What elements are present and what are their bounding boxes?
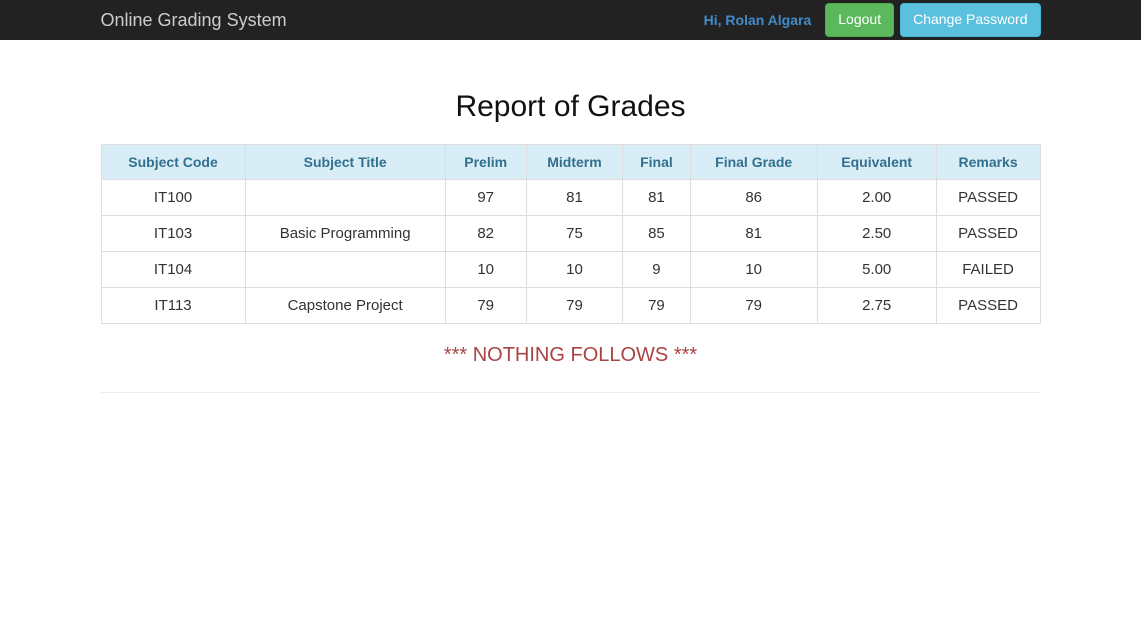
col-equivalent: Equivalent [817,145,936,180]
cell-remarks: PASSED [936,180,1040,216]
cell-subject-title: Capstone Project [245,288,445,324]
page-title: Report of Grades [101,90,1041,124]
nothing-follows-label: *** NOTHING FOLLOWS *** [101,344,1041,367]
col-prelim: Prelim [445,145,526,180]
cell-prelim: 10 [445,252,526,288]
navbar-right: Hi, Rolan Algara Logout Change Password [704,3,1041,37]
grades-table-head: Subject Code Subject Title Prelim Midter… [101,145,1040,180]
cell-equivalent: 2.50 [817,216,936,252]
separator [101,392,1041,393]
cell-subject-title [245,180,445,216]
table-row: IT113Capstone Project797979792.75PASSED [101,288,1040,324]
cell-subject-code: IT113 [101,288,245,324]
cell-midterm: 79 [526,288,623,324]
cell-subject-title [245,252,445,288]
grades-table: Subject Code Subject Title Prelim Midter… [101,144,1041,324]
col-subject-code: Subject Code [101,145,245,180]
cell-final-grade: 81 [690,216,817,252]
cell-remarks: PASSED [936,288,1040,324]
col-midterm: Midterm [526,145,623,180]
col-final-grade: Final Grade [690,145,817,180]
col-final: Final [623,145,690,180]
user-greeting[interactable]: Hi, Rolan Algara [704,12,812,28]
cell-final-grade: 79 [690,288,817,324]
cell-equivalent: 2.00 [817,180,936,216]
navbar: Online Grading System Hi, Rolan Algara L… [0,0,1141,40]
cell-subject-title: Basic Programming [245,216,445,252]
cell-midterm: 10 [526,252,623,288]
col-remarks: Remarks [936,145,1040,180]
cell-final: 85 [623,216,690,252]
cell-final-grade: 10 [690,252,817,288]
cell-subject-code: IT103 [101,216,245,252]
cell-remarks: PASSED [936,216,1040,252]
cell-remarks: FAILED [936,252,1040,288]
table-row: IT100978181862.00PASSED [101,180,1040,216]
cell-final: 79 [623,288,690,324]
navbar-inner: Online Grading System Hi, Rolan Algara L… [101,0,1041,40]
cell-equivalent: 2.75 [817,288,936,324]
cell-prelim: 97 [445,180,526,216]
logout-button[interactable]: Logout [825,3,894,37]
cell-final-grade: 86 [690,180,817,216]
cell-final: 81 [623,180,690,216]
col-subject-title: Subject Title [245,145,445,180]
cell-prelim: 82 [445,216,526,252]
grades-table-body: IT100978181862.00PASSEDIT103Basic Progra… [101,180,1040,324]
brand-title[interactable]: Online Grading System [101,0,287,41]
cell-subject-code: IT104 [101,252,245,288]
cell-prelim: 79 [445,288,526,324]
main-container: Report of Grades Subject Code Subject Ti… [101,40,1041,393]
cell-subject-code: IT100 [101,180,245,216]
table-header-row: Subject Code Subject Title Prelim Midter… [101,145,1040,180]
change-password-button[interactable]: Change Password [900,3,1040,37]
table-row: IT10410109105.00FAILED [101,252,1040,288]
cell-midterm: 81 [526,180,623,216]
cell-midterm: 75 [526,216,623,252]
table-row: IT103Basic Programming827585812.50PASSED [101,216,1040,252]
cell-final: 9 [623,252,690,288]
cell-equivalent: 5.00 [817,252,936,288]
